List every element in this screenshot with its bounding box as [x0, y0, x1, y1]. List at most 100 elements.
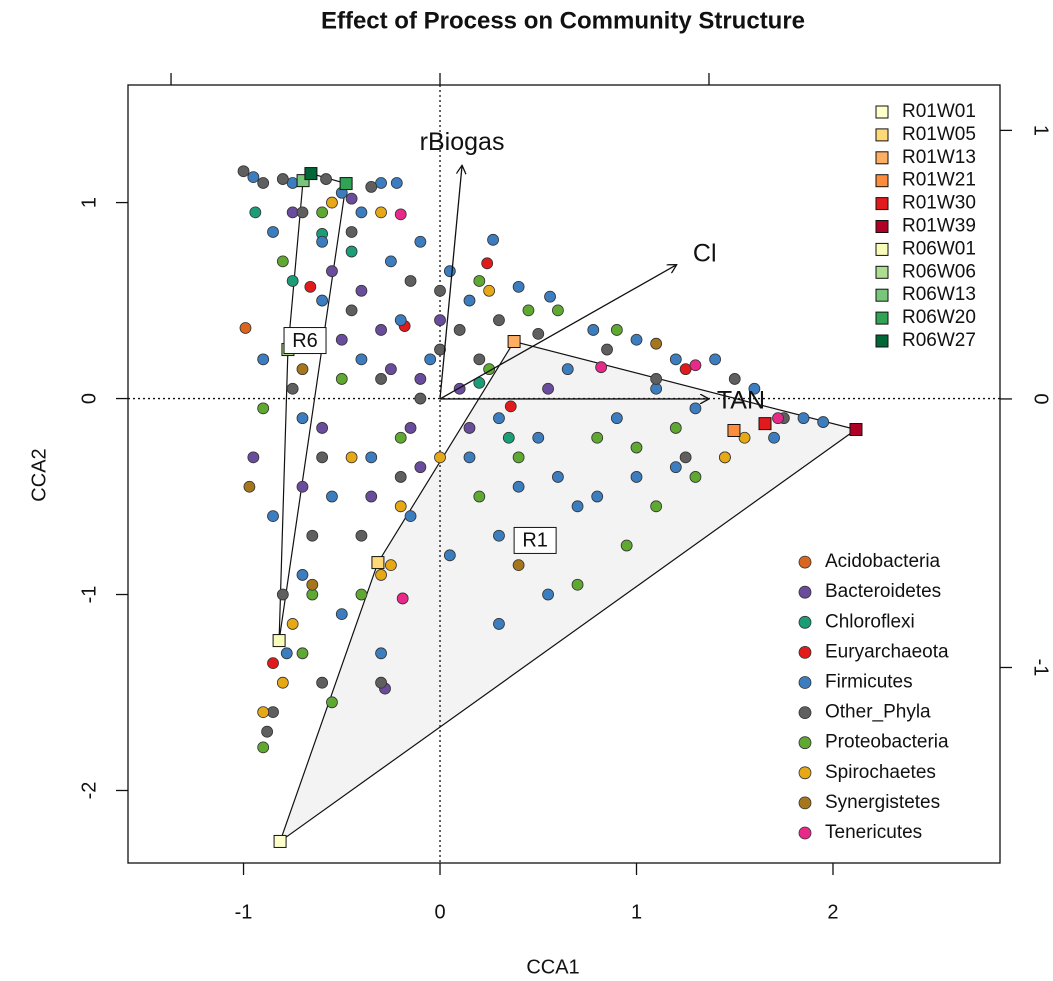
species-point [365, 490, 378, 503]
species-point [817, 416, 830, 428]
species-point [650, 500, 663, 513]
species-point [396, 592, 409, 605]
species-point [276, 173, 289, 185]
species-point [286, 177, 299, 189]
species-point [689, 402, 702, 415]
site-legend-label: R01W21 [902, 170, 976, 191]
species-point [375, 569, 387, 581]
species-point [384, 559, 397, 572]
species-point [326, 490, 338, 503]
group-label-box [513, 526, 557, 554]
species-point [243, 480, 256, 493]
species-point [375, 177, 387, 189]
species-point [267, 657, 279, 670]
species-point [595, 361, 608, 374]
legend-label: Proteobacteria [825, 732, 949, 753]
species-point [267, 510, 279, 523]
species-point [404, 275, 417, 287]
site-legend-swatch [875, 220, 889, 233]
species-point [365, 181, 378, 193]
species-point [355, 588, 368, 601]
species-point [424, 353, 437, 366]
species-point [384, 363, 397, 376]
species-point [587, 324, 600, 336]
site-marker [339, 177, 353, 191]
species-point [544, 290, 556, 303]
x-tick-label: -1 [235, 901, 253, 923]
species-point [610, 412, 623, 425]
y2-tick-label: -1 [1030, 659, 1052, 677]
species-point [650, 382, 663, 395]
legend-label: Chloroflexi [825, 611, 915, 632]
species-point [394, 471, 407, 483]
site-legend-label: R06W27 [902, 330, 976, 351]
species-point [487, 233, 499, 246]
species-point [414, 235, 427, 248]
group-label: R1 [522, 530, 548, 552]
species-point [768, 431, 780, 444]
x-tick-label: 1 [631, 901, 642, 923]
site-legend-swatch [875, 128, 889, 142]
species-point [512, 480, 525, 493]
species-point [443, 549, 456, 562]
species-point [384, 255, 397, 268]
species-point [267, 706, 279, 719]
species-point [571, 578, 584, 591]
species-point [434, 343, 446, 356]
species-point [375, 373, 387, 385]
species-point [493, 618, 505, 630]
site-legend-swatch [875, 197, 889, 211]
species-point [345, 192, 358, 205]
species-point [267, 226, 279, 238]
species-point [552, 471, 564, 483]
species-point [247, 171, 260, 184]
species-point [542, 382, 554, 395]
species-point [286, 618, 299, 630]
species-point [316, 676, 329, 689]
species-point [493, 529, 505, 542]
legend-swatch [798, 646, 812, 659]
legend-label: Spirochaetes [825, 762, 936, 783]
species-point [512, 559, 525, 572]
species-point [620, 539, 633, 552]
site-legend-label: R06W20 [902, 307, 976, 328]
species-point [296, 480, 309, 493]
species-point [296, 412, 309, 425]
species-point [463, 294, 476, 307]
species-point [414, 392, 427, 405]
species-point [276, 676, 289, 689]
species-point [473, 275, 486, 287]
species-point [316, 294, 329, 307]
species-point [320, 173, 332, 185]
group-label: R6 [292, 330, 318, 352]
x-tick-label: 0 [434, 901, 445, 923]
species-point [689, 471, 702, 483]
legend-label: Bacteroidetes [825, 581, 941, 602]
site-legend-swatch [875, 105, 889, 119]
species-point [286, 275, 299, 287]
species-point [679, 451, 692, 464]
legend-label: Firmicutes [825, 672, 913, 693]
legend-swatch [798, 676, 812, 689]
species-point [532, 431, 545, 444]
species-point [669, 353, 682, 366]
x-axis-label: CCA1 [526, 956, 579, 978]
species-point [276, 255, 289, 268]
species-point [355, 529, 368, 542]
species-point [390, 177, 403, 189]
plot-frame [127, 84, 1001, 864]
legend-swatch [798, 796, 812, 810]
site-marker [758, 417, 772, 431]
species-point [669, 461, 682, 474]
legend-swatch [798, 826, 812, 840]
species-point [316, 451, 329, 464]
species-point [434, 284, 446, 297]
species-point [414, 373, 427, 385]
arrow-label: TAN [717, 387, 765, 415]
species-point [630, 333, 643, 346]
species-point [257, 402, 270, 415]
species-point [316, 422, 329, 434]
species-point [434, 314, 446, 327]
site-marker [727, 423, 741, 437]
species-point [375, 676, 387, 689]
